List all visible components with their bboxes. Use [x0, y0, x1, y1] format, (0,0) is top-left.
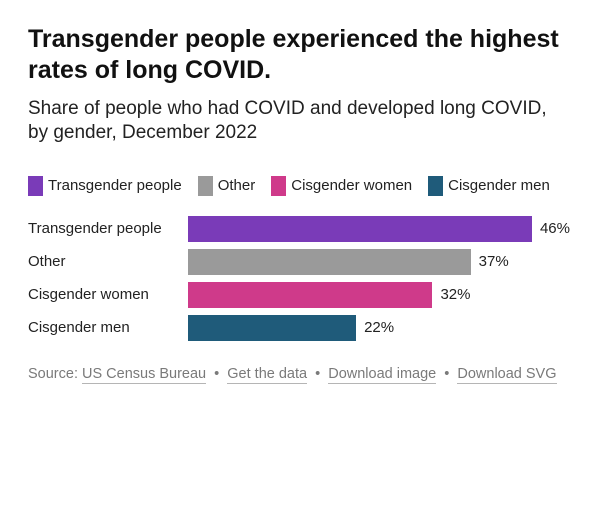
legend-item: Cisgender women: [271, 176, 412, 196]
bar: [188, 315, 356, 341]
bar-label: Other: [28, 253, 188, 270]
bar-row: Other 37%: [28, 249, 570, 275]
bar-chart: Transgender people 46% Other 37% Cisgender w…: [28, 216, 570, 341]
legend-label: Cisgender women: [291, 177, 412, 194]
get-data-link[interactable]: Get the data: [227, 366, 307, 384]
bar-row: Transgender people 46%: [28, 216, 570, 242]
bar-value: 32%: [440, 286, 470, 303]
bar-value: 37%: [479, 253, 509, 270]
source-link[interactable]: US Census Bureau: [82, 366, 206, 384]
legend-item: Cisgender men: [428, 176, 550, 196]
legend-item: Other: [198, 176, 256, 196]
chart-footer: Source: US Census Bureau • Get the data …: [28, 363, 570, 386]
legend-swatch: [28, 176, 43, 196]
download-svg-link[interactable]: Download SVG: [457, 366, 556, 384]
source-prefix: Source:: [28, 366, 82, 382]
legend-label: Cisgender men: [448, 177, 550, 194]
bar-track: 22%: [188, 315, 570, 341]
bar-value: 22%: [364, 319, 394, 336]
bar: [188, 282, 432, 308]
legend-swatch: [198, 176, 213, 196]
bar-value: 46%: [540, 220, 570, 237]
legend-label: Transgender people: [48, 177, 182, 194]
separator: •: [440, 366, 453, 382]
bar-row: Cisgender men 22%: [28, 315, 570, 341]
chart-subtitle: Share of people who had COVID and develo…: [28, 97, 570, 146]
bar-track: 46%: [188, 216, 570, 242]
bar-row: Cisgender women 32%: [28, 282, 570, 308]
legend-label: Other: [218, 177, 256, 194]
legend-swatch: [428, 176, 443, 196]
bar-label: Cisgender women: [28, 286, 188, 303]
legend-swatch: [271, 176, 286, 196]
download-image-link[interactable]: Download image: [328, 366, 436, 384]
bar-label: Cisgender men: [28, 319, 188, 336]
bar-label: Transgender people: [28, 220, 188, 237]
chart-title: Transgender people experienced the highe…: [28, 24, 570, 87]
bar: [188, 216, 532, 242]
separator: •: [210, 366, 223, 382]
separator: •: [311, 366, 324, 382]
bar: [188, 249, 471, 275]
bar-track: 32%: [188, 282, 570, 308]
bar-track: 37%: [188, 249, 570, 275]
legend: Transgender people Other Cisgender women Ci…: [28, 176, 570, 196]
legend-item: Transgender people: [28, 176, 182, 196]
